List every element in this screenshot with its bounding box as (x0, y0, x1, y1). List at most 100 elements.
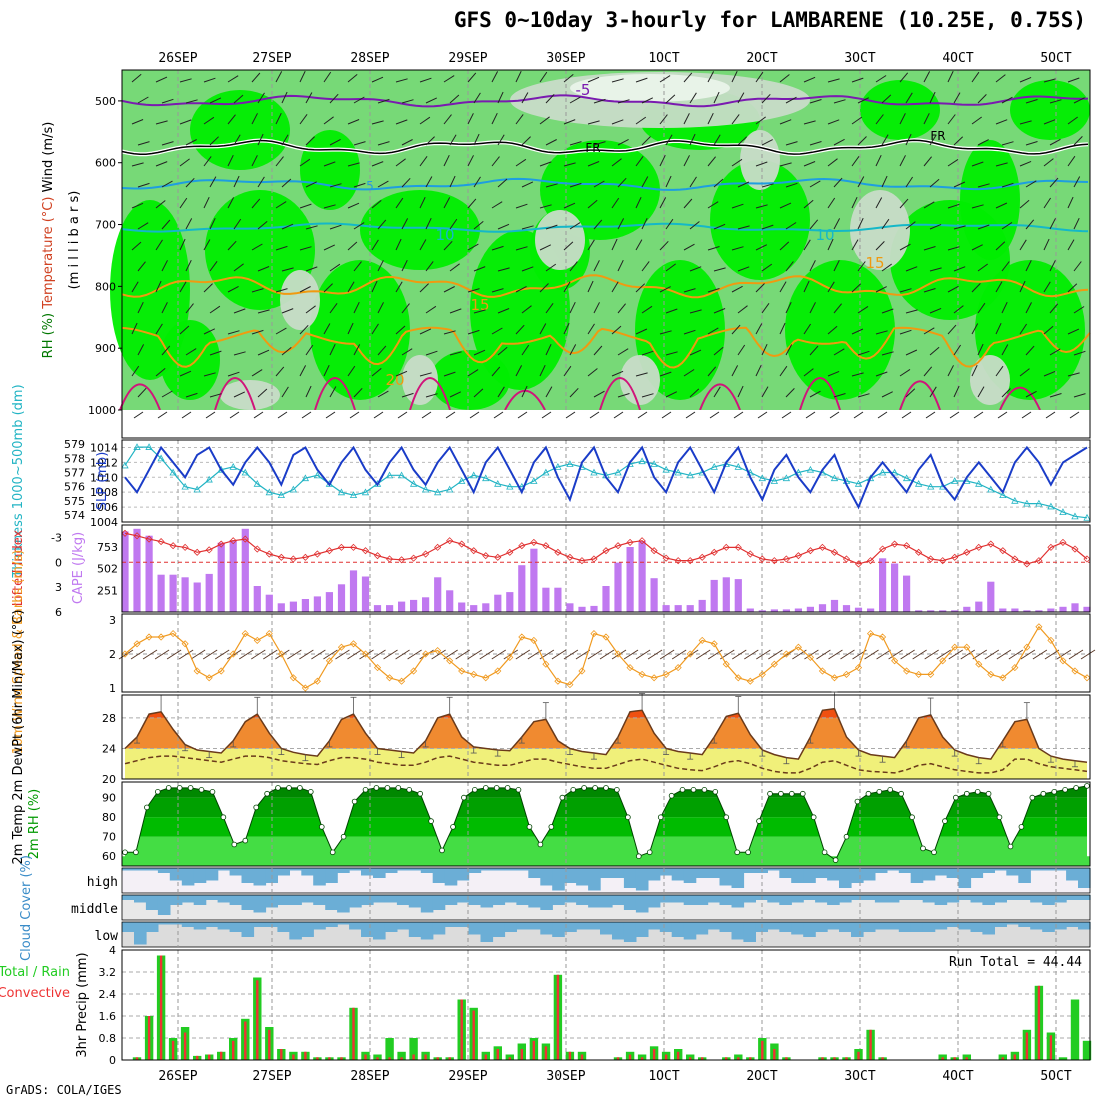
wind-barb (953, 225, 966, 230)
thickness-point (494, 479, 502, 487)
wind-barb (467, 155, 474, 167)
cloud-bar-low (982, 922, 995, 935)
cloud-bar-high (1066, 868, 1079, 881)
rh2m-point (351, 798, 358, 805)
wind-barb (875, 114, 884, 125)
wind-barb (731, 246, 744, 251)
cloud-bar-low (229, 922, 243, 932)
cape-bar (121, 531, 129, 612)
wind-barb (641, 176, 649, 188)
wind-barb (443, 240, 453, 251)
wind-barb (401, 259, 408, 272)
wind-barb (209, 261, 218, 272)
wind-barb (1067, 239, 1075, 251)
precip-ylabel-text: 3hr Precip (mm) (75, 952, 90, 1057)
wind10m-barb (840, 649, 855, 660)
cloud-bar-middle (695, 895, 709, 905)
rh2m-point (778, 790, 784, 797)
wind-barb (785, 141, 798, 146)
wind-barb (977, 263, 988, 272)
li-point (217, 540, 225, 548)
cloud-bar-high (803, 868, 816, 883)
wind-barb (683, 198, 693, 209)
cloud-bar-low (576, 922, 589, 930)
surface-wind-barb (613, 411, 624, 419)
cloud-bar-low (934, 922, 948, 930)
wind-barb (161, 390, 173, 398)
rh2m-point (931, 849, 937, 856)
wind-barb (155, 161, 168, 167)
surface-wind-barb (565, 411, 576, 419)
wind-barb (689, 221, 700, 230)
wind-barb (923, 288, 936, 293)
wind-barb (665, 391, 678, 398)
cloud-bar-high (827, 868, 840, 881)
precip-conv-bar (580, 1054, 584, 1060)
wind-barb (137, 141, 150, 146)
cloud-bar-high (528, 868, 541, 878)
wind-barb (569, 182, 582, 188)
wind-barb (779, 322, 786, 335)
cloud-bar-high (217, 868, 231, 871)
rh2m-point (493, 785, 500, 791)
wind-barb (1025, 180, 1037, 188)
cloud-ylabel-text: Cloud Cover (%) (19, 855, 34, 961)
wind-barb (209, 393, 222, 398)
precip-total-bar (385, 1038, 394, 1060)
wind10m-point (758, 670, 766, 678)
wind10m-barb (828, 649, 843, 660)
wind-barb (899, 329, 912, 335)
wind-barb (947, 324, 957, 335)
upper-ylabel-part: Wind (m/s) (41, 122, 56, 193)
wind-barb (713, 223, 726, 230)
wind-barb (545, 263, 557, 272)
cape-bar (157, 574, 165, 612)
surface-wind-barb (1069, 411, 1080, 419)
li-point (446, 537, 454, 545)
rh2m-point (581, 785, 587, 791)
cape-bar (506, 592, 514, 612)
precip-total-bar (505, 1054, 514, 1060)
wind-barb (467, 113, 474, 125)
wind-barb (803, 323, 812, 335)
rh2m-tick-label: 90 (102, 792, 116, 805)
wind-barb (779, 119, 792, 125)
wind-barb (923, 71, 931, 83)
rh2m-point (614, 786, 620, 793)
cloud-bar-high (181, 868, 195, 886)
wind-barb (851, 328, 864, 335)
wind-barb (881, 94, 892, 104)
wind-barb (275, 288, 288, 293)
wind-barb (209, 176, 217, 188)
wind-barb (473, 266, 486, 272)
wind-barb (233, 391, 246, 398)
cape-bar (806, 606, 814, 612)
wind-barb (563, 202, 576, 209)
credit-label: GrADS: COLA/IGES (6, 1083, 122, 1097)
rh2m-point (406, 786, 413, 793)
cloud-bar-low (910, 922, 924, 932)
rh2m-point (286, 785, 292, 791)
wind10m-point (289, 674, 297, 682)
wind10m-point (975, 660, 983, 668)
wind-barb (611, 325, 622, 335)
wind10m-point (181, 640, 189, 648)
wind10m-point (385, 674, 394, 682)
temp-line (124, 707, 1088, 763)
cloud-bar-low (659, 922, 673, 932)
wind-barb (707, 288, 720, 293)
rh2m-point (843, 833, 850, 840)
rh-low-region (850, 190, 910, 270)
cloud-bar-low (169, 922, 183, 925)
cape-bar (626, 547, 634, 612)
wind10m-point (866, 630, 875, 638)
wind10m-barb (936, 649, 951, 660)
wind-barb (467, 198, 477, 209)
cloud-bar-low (337, 922, 350, 925)
wind-barb (275, 245, 288, 251)
wind-barb (809, 219, 819, 230)
wind-barb (347, 119, 360, 125)
wind-barb (785, 344, 793, 356)
cape-bar (879, 558, 887, 612)
surface-wind-barb (733, 411, 744, 419)
